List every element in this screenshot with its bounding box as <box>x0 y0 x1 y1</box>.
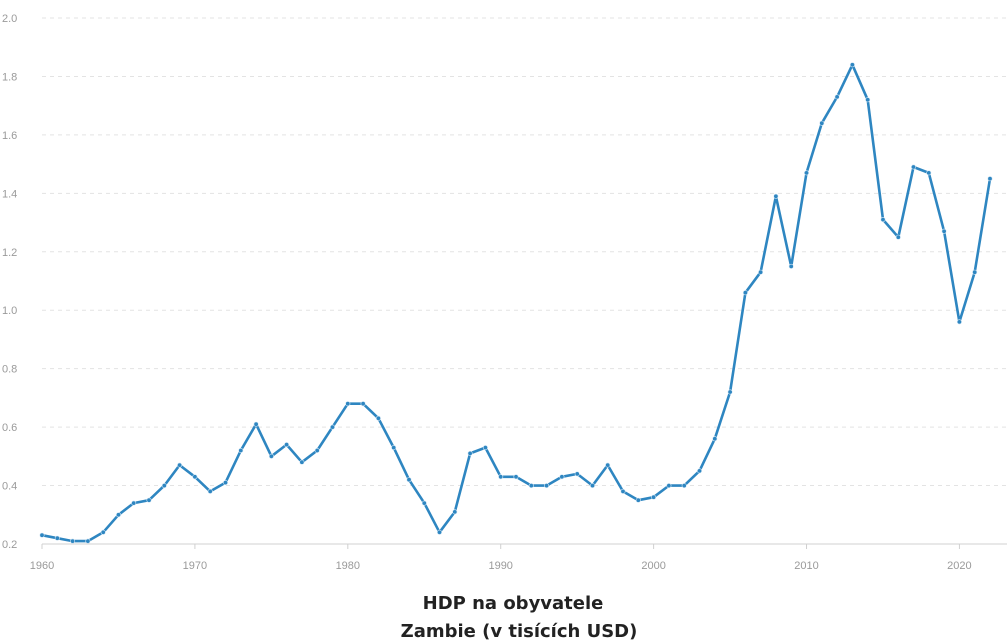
data-point <box>192 474 198 480</box>
data-point <box>712 436 718 442</box>
data-point <box>605 462 611 468</box>
data-point <box>85 538 91 544</box>
x-tick-label: 1990 <box>488 560 512 572</box>
data-point <box>666 483 672 489</box>
data-point <box>559 474 565 480</box>
data-point <box>70 538 76 544</box>
data-point <box>299 459 305 465</box>
data-point <box>987 176 993 182</box>
data-point <box>253 421 259 427</box>
y-tick-label: 2.0 <box>2 13 17 25</box>
data-point <box>329 424 335 430</box>
y-tick-label: 0.8 <box>2 364 17 376</box>
data-point <box>284 442 290 448</box>
data-point <box>681 483 687 489</box>
x-tick-label: 2020 <box>947 560 971 572</box>
axes: 0.2 0.4 0.6 0.8 1.0 1.2 1.4 1.6 1.8 2.0 1960 1970 19… <box>2 13 1007 572</box>
data-point <box>268 453 274 459</box>
data-point <box>116 512 122 518</box>
data-point <box>498 474 504 480</box>
data-point <box>345 401 351 407</box>
data-point <box>696 468 702 474</box>
data-point <box>513 474 519 480</box>
data-point <box>758 269 764 275</box>
y-tick-label: 1.2 <box>2 247 17 259</box>
data-point <box>865 97 871 103</box>
data-point <box>589 483 595 489</box>
data-point <box>146 497 152 503</box>
data-point <box>941 228 947 234</box>
data-point <box>39 532 45 538</box>
data-point <box>972 269 978 275</box>
y-tick-label: 0.4 <box>2 481 17 493</box>
data-point <box>360 401 366 407</box>
data-point <box>849 62 855 68</box>
y-tick-label: 1.6 <box>2 130 17 142</box>
data-point <box>467 450 473 456</box>
data-point <box>238 447 244 453</box>
data-point <box>651 494 657 500</box>
data-point <box>100 529 106 535</box>
data-point <box>406 477 412 483</box>
y-tick-label: 1.0 <box>2 305 17 317</box>
data-point <box>391 445 397 451</box>
data-point <box>880 217 886 223</box>
data-point <box>436 529 442 535</box>
chart-title: HDP na obyvatele <box>423 593 604 614</box>
data-point <box>314 447 320 453</box>
data-point <box>727 389 733 395</box>
data-point <box>544 483 550 489</box>
data-point <box>177 462 183 468</box>
data-point <box>482 445 488 451</box>
data-point <box>895 234 901 240</box>
data-point <box>926 170 932 176</box>
y-tick-label: 0.6 <box>2 422 17 434</box>
y-tick-label: 1.8 <box>2 71 17 83</box>
x-tick-label: 1980 <box>336 560 360 572</box>
data-point <box>223 480 229 486</box>
series-layer <box>39 62 993 544</box>
data-point <box>528 483 534 489</box>
data-point <box>773 193 779 199</box>
y-tick-label: 0.2 <box>2 539 17 551</box>
data-point <box>819 120 825 126</box>
data-point <box>635 497 641 503</box>
data-point <box>131 500 137 506</box>
y-tick-label: 1.4 <box>2 188 17 200</box>
data-point <box>574 471 580 477</box>
data-point <box>834 94 840 100</box>
data-point <box>620 488 626 494</box>
data-point <box>742 290 748 296</box>
data-point <box>161 483 167 489</box>
x-tick-label: 2010 <box>794 560 818 572</box>
data-point <box>375 415 381 421</box>
series-line <box>40 63 992 543</box>
data-point <box>956 319 962 325</box>
x-tick-label: 1960 <box>30 560 54 572</box>
x-tick-label: 1970 <box>183 560 207 572</box>
data-point <box>54 535 60 541</box>
data-point <box>803 170 809 176</box>
data-point <box>452 509 458 515</box>
data-point <box>788 263 794 269</box>
data-point <box>910 164 916 170</box>
data-point <box>207 488 213 494</box>
x-tick-label: 2000 <box>641 560 665 572</box>
data-point <box>421 500 427 506</box>
gridlines <box>42 17 1007 487</box>
chart-subtitle: Zambie (v tisících USD) <box>401 621 638 642</box>
